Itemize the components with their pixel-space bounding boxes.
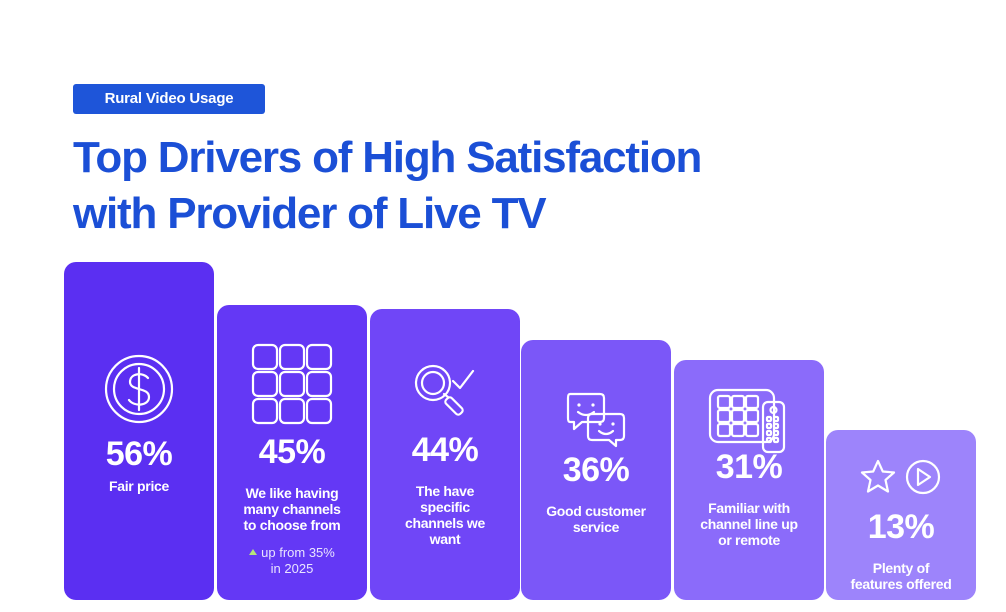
bar-1: 56% Fair price bbox=[64, 262, 214, 600]
page-title: Top Drivers of High Satisfaction with Pr… bbox=[73, 130, 702, 242]
bar-2: 45% We like having many channels to choose … bbox=[217, 304, 367, 600]
bar-category-label: Plenty of features offered bbox=[850, 560, 952, 592]
title-line-1: Top Drivers of High Satisfaction bbox=[73, 133, 702, 182]
title-line-2: with Provider of Live TV bbox=[73, 189, 547, 238]
chat-bubbles-icon bbox=[521, 392, 671, 448]
bar-6: 13% Plenty of features offered bbox=[826, 430, 976, 600]
bar-value-label: 31% bbox=[715, 447, 783, 486]
bar-category-label: The have specific channels we want bbox=[405, 482, 485, 547]
bar-value-label: 13% bbox=[867, 508, 935, 546]
bar-value-label: 45% bbox=[258, 432, 326, 471]
bar-category-label: We like having many channels to choose fro… bbox=[243, 484, 341, 533]
bar-category-label: Fair price bbox=[108, 478, 170, 494]
search-check-icon bbox=[370, 363, 520, 417]
bar-value-label: 44% bbox=[411, 430, 479, 469]
dollar-circle-icon bbox=[64, 353, 214, 425]
bar-category-label: Good customer service bbox=[546, 503, 646, 536]
bar-category-label: Familiar with channel line up or remote bbox=[700, 499, 798, 548]
bar-value-label: 36% bbox=[562, 451, 630, 490]
remote-grid-icon bbox=[674, 388, 824, 454]
bar-3: 44% The have specific channels we want bbox=[370, 308, 520, 600]
up-arrow-icon bbox=[249, 548, 258, 555]
bar-5: 31% Familiar with channel line up or remote bbox=[674, 359, 824, 600]
section-tag: Rural Video Usage bbox=[73, 84, 265, 114]
bar-value-label: 56% bbox=[105, 435, 173, 473]
bar-4: 36% Good customer service bbox=[521, 340, 671, 600]
channel-grid-icon bbox=[217, 343, 367, 425]
change-annotation: up from 35% in 2025 bbox=[227, 545, 357, 577]
star-play-icon bbox=[826, 458, 976, 498]
